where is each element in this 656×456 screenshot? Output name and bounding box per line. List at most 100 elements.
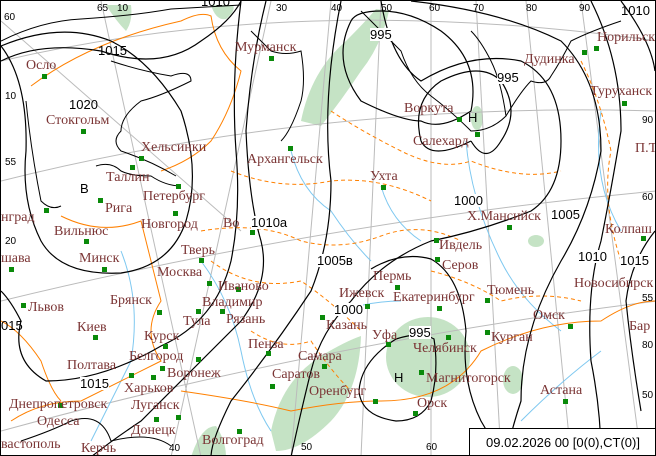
- city-label-lviv: Львов: [28, 300, 65, 315]
- station-marker[interactable]: [42, 74, 47, 79]
- station-marker[interactable]: [196, 309, 201, 314]
- station-marker[interactable]: [365, 304, 370, 309]
- station-marker[interactable]: [320, 315, 325, 320]
- station-marker[interactable]: [269, 56, 274, 61]
- station-marker[interactable]: [207, 281, 212, 286]
- station-marker[interactable]: [457, 117, 462, 122]
- station-marker[interactable]: [173, 211, 178, 216]
- grid-label: 65: [97, 3, 109, 14]
- isobar-label: 015: [1, 318, 23, 333]
- isobar-label: 1015: [98, 43, 127, 58]
- station-marker[interactable]: [93, 335, 98, 340]
- station-marker[interactable]: [270, 384, 275, 389]
- station-marker[interactable]: [622, 101, 627, 106]
- city-label-donetsk: Донецк: [131, 423, 176, 438]
- station-marker[interactable]: [413, 411, 418, 416]
- city-label-volgograd: Волгоград: [202, 433, 264, 448]
- city-label-yekaterinburg: Екатеринбург: [393, 290, 475, 305]
- grid-label: 80: [526, 3, 538, 14]
- station-marker[interactable]: [395, 285, 400, 290]
- station-marker[interactable]: [196, 357, 201, 362]
- station-marker[interactable]: [485, 330, 490, 335]
- city-label-vologda: Во: [223, 216, 240, 231]
- station-marker[interactable]: [154, 417, 159, 422]
- station-marker[interactable]: [151, 375, 156, 380]
- precip-area: [211, 5, 234, 20]
- station-marker[interactable]: [199, 258, 204, 263]
- isobar-label: 1000: [334, 302, 363, 317]
- station-marker[interactable]: [237, 429, 242, 434]
- station-marker[interactable]: [9, 267, 14, 272]
- city-label-minsk: Минск: [79, 251, 120, 266]
- station-marker[interactable]: [435, 257, 440, 262]
- station-marker[interactable]: [582, 50, 587, 55]
- station-marker[interactable]: [266, 351, 271, 356]
- station-marker[interactable]: [163, 344, 168, 349]
- city-label-serov: Серов: [442, 258, 479, 273]
- city-label-ryazan: Рязань: [226, 312, 266, 327]
- city-label-saratov: Саратов: [272, 367, 320, 382]
- city-label-norilsk: Норильск: [597, 30, 655, 45]
- grid-label: 55: [642, 293, 654, 304]
- precip-area: [528, 235, 544, 247]
- station-marker[interactable]: [58, 403, 63, 408]
- station-marker[interactable]: [157, 310, 162, 315]
- station-marker[interactable]: [373, 399, 378, 404]
- city-label-ivanovo: Иваново: [218, 279, 269, 294]
- city-label-stockholm: Стокгольм: [46, 113, 110, 128]
- city-label-dnipropetrovsk: Днепропетровск: [9, 397, 108, 412]
- city-label-salekhard: Салехард: [413, 134, 469, 149]
- borders: [1, 13, 655, 422]
- station-marker[interactable]: [288, 146, 293, 151]
- station-marker[interactable]: [176, 415, 181, 420]
- station-marker[interactable]: [44, 208, 49, 213]
- station-marker[interactable]: [386, 342, 391, 347]
- station-marker[interactable]: [437, 306, 442, 311]
- station-marker[interactable]: [507, 225, 512, 230]
- station-marker[interactable]: [641, 236, 646, 241]
- station-marker[interactable]: [434, 238, 439, 243]
- city-label-voronezh: Воронеж: [167, 366, 221, 381]
- precip-area: [311, 71, 331, 126]
- grid-label: 50: [381, 3, 393, 14]
- city-label-barnaul: Бар: [629, 319, 651, 334]
- station-marker[interactable]: [160, 366, 165, 371]
- city-label-moscow: Москва: [157, 265, 203, 280]
- city-label-ufa: Уфа: [372, 328, 398, 343]
- station-marker[interactable]: [129, 373, 134, 378]
- coastlines: [1, 4, 622, 447]
- station-marker[interactable]: [236, 287, 241, 292]
- station-marker[interactable]: [485, 298, 490, 303]
- station-marker[interactable]: [81, 129, 86, 134]
- city-label-novosibirsk: Новосибирск: [574, 276, 654, 291]
- city-label-omsk: Омск: [533, 308, 565, 323]
- station-marker[interactable]: [381, 185, 386, 190]
- station-marker[interactable]: [220, 309, 225, 314]
- city-label-vorkuta: Воркута: [404, 101, 454, 116]
- isobar-1005: [410, 1, 602, 455]
- station-marker[interactable]: [563, 399, 568, 404]
- city-label-perm: Пермь: [373, 269, 412, 284]
- isobar-label: 1010: [578, 249, 607, 264]
- city-label-kaliningrad: нград: [1, 210, 35, 225]
- station-marker[interactable]: [322, 364, 327, 369]
- station-marker[interactable]: [475, 132, 480, 137]
- station-marker[interactable]: [176, 184, 181, 189]
- station-marker[interactable]: [250, 230, 255, 235]
- station-marker[interactable]: [98, 198, 103, 203]
- station-marker[interactable]: [102, 267, 107, 272]
- station-marker[interactable]: [419, 370, 424, 375]
- station-marker[interactable]: [568, 324, 573, 329]
- isobar-1015-east: [620, 1, 655, 412]
- station-marker[interactable]: [594, 46, 599, 51]
- station-marker[interactable]: [84, 239, 89, 244]
- station-marker[interactable]: [130, 165, 135, 170]
- station-marker[interactable]: [21, 303, 26, 308]
- station-marker[interactable]: [139, 156, 144, 161]
- isobar-label: 1020: [69, 97, 98, 112]
- station-marker[interactable]: [446, 335, 451, 340]
- grid-label: 60: [426, 442, 438, 453]
- grid-label: 60: [642, 192, 654, 203]
